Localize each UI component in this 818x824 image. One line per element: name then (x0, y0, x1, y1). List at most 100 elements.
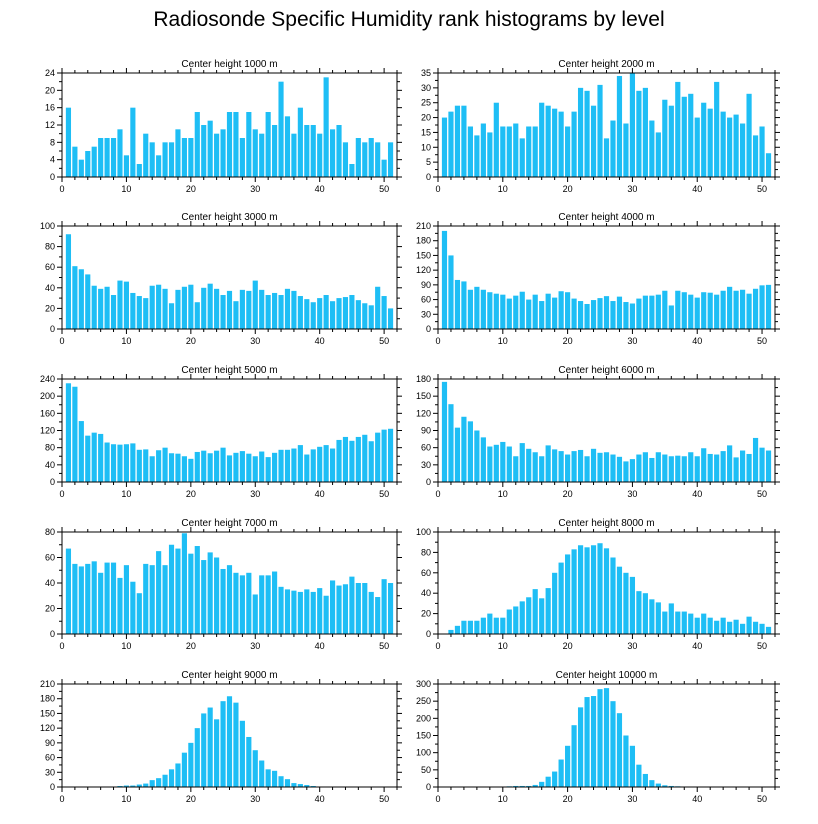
bar (487, 292, 493, 329)
bar (194, 546, 200, 634)
panel-title: Center height 8000 m (558, 518, 654, 529)
y-tick-label: 16 (45, 103, 55, 113)
bar (532, 784, 538, 787)
bar (156, 284, 162, 329)
x-tick-label: 40 (692, 641, 702, 651)
bar (175, 453, 181, 482)
panel-title: Center height 3000 m (181, 212, 277, 223)
bar (467, 421, 473, 482)
bar (207, 283, 213, 329)
bar (532, 126, 538, 177)
panel-4: Center height 4000 m 0 10 20 30 40 50 0 30 60 90 12… (416, 212, 780, 346)
bar (461, 281, 467, 329)
bar (349, 440, 355, 482)
bar (668, 603, 674, 634)
x-tick-label: 20 (563, 794, 573, 804)
bar (72, 386, 78, 482)
bar (104, 562, 110, 634)
bar (175, 763, 181, 787)
bar (655, 602, 661, 634)
bar (701, 102, 707, 177)
bar (342, 436, 349, 482)
bar (162, 288, 168, 329)
bar (552, 449, 558, 482)
bar (259, 451, 265, 482)
bar (513, 295, 519, 329)
bar (707, 108, 713, 177)
y-tick-label: 60 (45, 753, 55, 763)
bar (707, 617, 713, 634)
bar (362, 583, 368, 634)
bar (616, 713, 623, 787)
bar (214, 719, 220, 787)
y-tick-label: 20 (45, 303, 55, 313)
x-tick-label: 10 (121, 336, 131, 346)
bar (330, 448, 336, 482)
bar (565, 554, 571, 634)
bar (123, 281, 129, 329)
y-tick-label: 240 (40, 374, 55, 384)
y-tick-label: 100 (40, 221, 55, 231)
bar (752, 437, 759, 482)
bar (649, 120, 655, 177)
bar (506, 446, 512, 482)
y-tick-label: 40 (45, 578, 55, 588)
bar (707, 292, 713, 329)
x-tick-label: 40 (692, 184, 702, 194)
bar (474, 430, 480, 482)
x-tick-label: 20 (186, 184, 196, 194)
y-tick-label: 0 (50, 324, 55, 334)
bar (291, 290, 297, 329)
bar (291, 590, 297, 634)
bar (239, 451, 245, 482)
bar (616, 296, 623, 329)
bar (759, 285, 765, 329)
y-tick-label: 250 (416, 696, 431, 706)
bar (519, 443, 525, 482)
panel-10: Center height 10000 m 0 10 20 30 40 50 0 50 100 15… (416, 670, 780, 804)
x-tick-label: 40 (692, 336, 702, 346)
x-tick-label: 30 (627, 641, 637, 651)
x-tick-label: 0 (59, 641, 64, 651)
y-tick-label: 50 (421, 765, 431, 775)
bar (623, 461, 629, 482)
y-tick-label: 80 (45, 443, 55, 453)
y-tick-label: 10 (421, 142, 431, 152)
bar (162, 565, 168, 634)
y-tick-label: 0 (426, 782, 431, 792)
panel-9: Center height 9000 m 0 10 20 30 40 50 0 30 60 90 12… (40, 670, 402, 804)
bar (526, 448, 532, 482)
y-tick-label: 120 (416, 265, 431, 275)
bar (336, 585, 342, 634)
bar (526, 785, 532, 787)
y-tick-label: 20 (421, 113, 431, 123)
x-tick-label: 40 (315, 641, 325, 651)
bar (149, 456, 155, 482)
bar (188, 284, 194, 329)
y-tick-label: 120 (416, 408, 431, 418)
bar (304, 125, 310, 177)
bar (441, 117, 448, 177)
bar (317, 588, 323, 634)
bar (91, 146, 97, 177)
bar (688, 452, 694, 482)
y-tick-label: 60 (45, 262, 55, 272)
bar (610, 701, 616, 787)
x-tick-label: 40 (315, 489, 325, 499)
y-tick-label: 150 (416, 250, 431, 260)
bar (297, 784, 303, 787)
bar (681, 456, 687, 482)
bar (278, 449, 284, 482)
bar (188, 742, 194, 787)
bar (461, 620, 467, 634)
panel-1: Center height 1000 m 0 10 20 30 40 50 0 4 8 12 16 20… (45, 59, 402, 194)
panel-title: Center height 5000 m (181, 365, 277, 376)
y-tick-label: 20 (421, 609, 431, 619)
bar (746, 453, 752, 482)
bar (98, 138, 104, 177)
bar (323, 295, 329, 329)
bar (310, 125, 316, 177)
x-tick-label: 30 (627, 184, 637, 194)
bar (220, 447, 226, 482)
